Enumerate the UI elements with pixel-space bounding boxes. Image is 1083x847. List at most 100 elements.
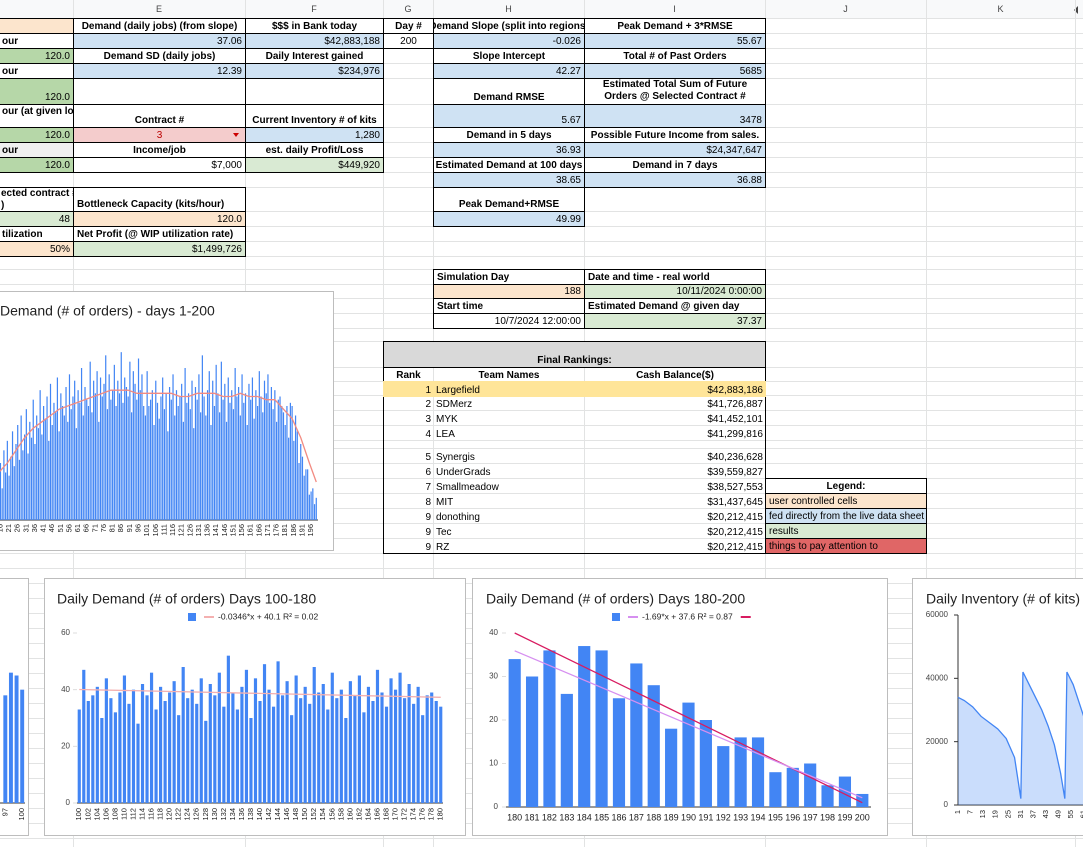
y-tick-label: 10 bbox=[489, 759, 498, 768]
x-tick-label: 199 bbox=[837, 812, 852, 822]
team-name: Smallmeadow bbox=[436, 482, 499, 493]
y-tick-label: 40 bbox=[489, 628, 498, 637]
bar bbox=[277, 399, 279, 520]
bar bbox=[294, 415, 297, 520]
bar bbox=[10, 456, 12, 520]
bar bbox=[120, 352, 122, 520]
bar bbox=[112, 390, 114, 520]
x-tick-label: 116 bbox=[168, 524, 177, 536]
bar bbox=[439, 706, 443, 803]
value-cell: 37.37 bbox=[584, 313, 766, 329]
bar bbox=[89, 361, 91, 520]
bar bbox=[115, 406, 117, 520]
bar bbox=[61, 406, 64, 520]
x-tick-label: 21 bbox=[4, 524, 13, 532]
bar bbox=[578, 646, 591, 807]
bar bbox=[769, 772, 782, 807]
value-cell: 3478 bbox=[584, 104, 766, 128]
x-tick-label: 141 bbox=[211, 524, 220, 537]
bar bbox=[22, 450, 24, 520]
rank: 3 bbox=[425, 414, 431, 425]
bar bbox=[335, 698, 339, 803]
x-tick-label: 148 bbox=[291, 808, 300, 821]
bar bbox=[122, 675, 127, 803]
bar bbox=[179, 396, 181, 520]
bar bbox=[241, 374, 243, 520]
line bbox=[514, 632, 863, 804]
bar bbox=[525, 676, 539, 807]
x-tick-label: 96 bbox=[134, 524, 143, 532]
bar bbox=[308, 703, 312, 803]
bar bbox=[255, 390, 257, 520]
x-tick-label: 37 bbox=[1028, 810, 1037, 818]
x-tick-label: 186 bbox=[289, 524, 298, 537]
x-tick-label: 194 bbox=[751, 812, 766, 822]
column-header-bar bbox=[0, 0, 1083, 18]
x-tick-label: 112 bbox=[128, 808, 137, 820]
x-tick-label: 120 bbox=[165, 808, 174, 821]
x-tick-label: 7 bbox=[966, 810, 975, 814]
bar bbox=[141, 374, 143, 520]
bar bbox=[321, 684, 325, 803]
bar bbox=[243, 402, 245, 520]
bar bbox=[160, 396, 162, 520]
x-tick-label: 1 bbox=[953, 810, 962, 814]
x-tick-label: 178 bbox=[427, 808, 436, 821]
bar bbox=[434, 701, 438, 803]
x-tick-label: 176 bbox=[418, 808, 427, 821]
bar bbox=[44, 418, 46, 520]
bar bbox=[416, 686, 420, 803]
x-tick-label: 170 bbox=[391, 808, 400, 821]
bar bbox=[312, 488, 314, 520]
bar bbox=[77, 709, 81, 803]
bar bbox=[294, 675, 298, 803]
bar bbox=[301, 456, 304, 520]
label-cell: ected contract #) bbox=[1, 188, 74, 199]
bar bbox=[87, 406, 90, 520]
bar bbox=[269, 402, 271, 520]
bar bbox=[357, 675, 361, 803]
bar bbox=[3, 695, 8, 803]
bar bbox=[162, 377, 164, 520]
y-tick-label: 40000 bbox=[926, 673, 949, 682]
x-tick-label: 152 bbox=[309, 808, 318, 821]
x-tick-label: 114 bbox=[138, 808, 147, 820]
bar bbox=[170, 399, 172, 520]
bar bbox=[270, 387, 273, 520]
cash-balance: $41,452,101 bbox=[707, 414, 763, 425]
bar bbox=[290, 715, 294, 803]
bar bbox=[256, 406, 259, 520]
x-tick-label: 104 bbox=[92, 808, 101, 821]
bar bbox=[344, 718, 348, 803]
bar bbox=[238, 387, 240, 520]
x-tick-label: 195 bbox=[768, 812, 783, 822]
bar bbox=[289, 402, 291, 520]
bar bbox=[191, 380, 193, 520]
bar bbox=[412, 703, 416, 803]
bar bbox=[293, 440, 295, 520]
bar bbox=[362, 712, 366, 803]
bar bbox=[100, 718, 104, 803]
bar bbox=[82, 669, 86, 803]
bar bbox=[91, 412, 93, 520]
bar bbox=[72, 396, 74, 520]
bar bbox=[122, 402, 124, 520]
bar bbox=[67, 421, 69, 520]
bar bbox=[244, 393, 247, 520]
legend-swatch bbox=[612, 613, 620, 621]
bar bbox=[80, 368, 83, 520]
x-tick-label: 76 bbox=[99, 524, 108, 532]
bar bbox=[279, 396, 281, 520]
bar bbox=[143, 406, 145, 520]
bar bbox=[58, 431, 60, 520]
bar bbox=[8, 672, 13, 803]
x-tick-label: 116 bbox=[147, 808, 156, 820]
bar bbox=[149, 399, 152, 520]
x-tick-label: 166 bbox=[372, 808, 381, 821]
x-tick-label: 154 bbox=[318, 808, 327, 821]
bar bbox=[14, 675, 19, 803]
bar bbox=[124, 377, 126, 520]
x-tick-label: 131 bbox=[194, 524, 203, 537]
team-name: Tec bbox=[436, 527, 452, 538]
